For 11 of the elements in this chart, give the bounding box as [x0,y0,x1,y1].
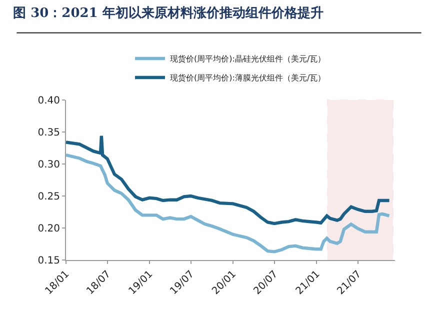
y-tick-label: 0.25 [38,192,60,202]
y-tick-label: 0.15 [38,256,60,266]
y-tick-label: 0.20 [38,224,60,234]
line-series [66,153,391,254]
y-tick-label: 0.40 [38,96,60,106]
chart-title: 图 30：2021 年初以来原材料涨价推动组件价格提升 [13,5,324,22]
legend-label: 现货价(周平均价):薄膜光伏组件（美元/瓦） [170,74,326,83]
y-tick-label: 0.30 [38,160,60,170]
y-tick-label: 0.35 [38,128,60,138]
line-series [66,134,391,226]
legend-label: 现货价(周平均价):晶硅光伏组件（美元/瓦） [170,54,326,64]
